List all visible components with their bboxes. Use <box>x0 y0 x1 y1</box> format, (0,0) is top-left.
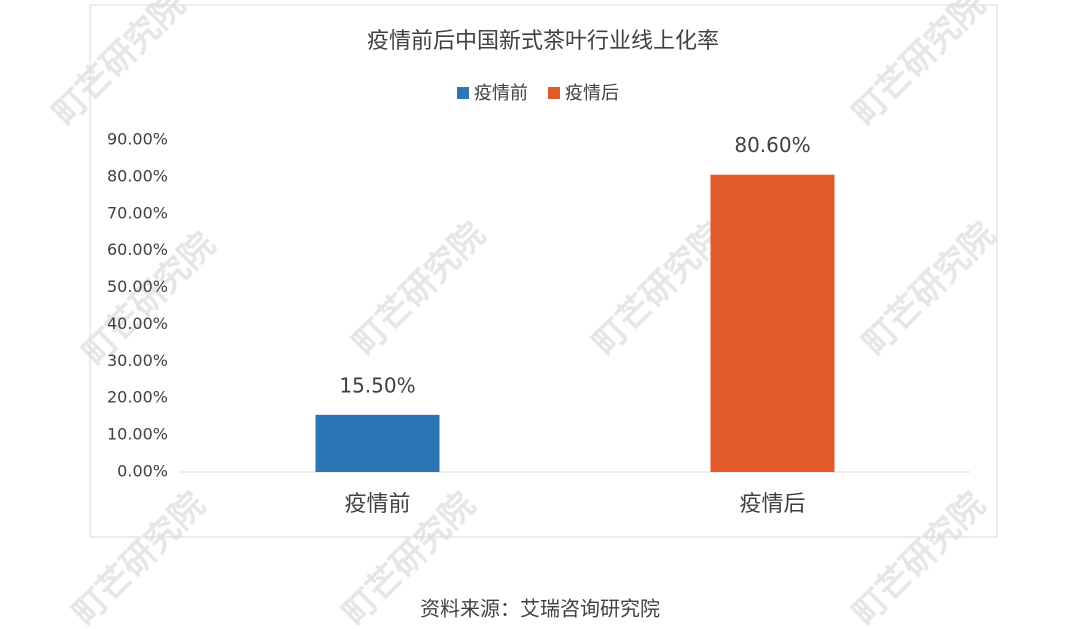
y-tick-label: 70.00% <box>107 203 168 222</box>
watermark: 町芒研究院 <box>845 0 993 133</box>
watermark: 町芒研究院 <box>65 485 213 629</box>
data-label: 15.50% <box>339 373 415 397</box>
x-tick-label: 疫情后 <box>739 492 805 517</box>
data-label: 80.60% <box>734 133 810 157</box>
y-tick-label: 20.00% <box>107 388 168 407</box>
watermark: 町芒研究院 <box>855 215 1003 363</box>
chart-frame <box>89 4 998 538</box>
y-tick-label: 10.00% <box>107 425 168 444</box>
y-tick-label: 0.00% <box>117 462 168 481</box>
y-tick-label: 40.00% <box>107 314 168 333</box>
y-tick-label: 60.00% <box>107 240 168 259</box>
y-tick-label: 90.00% <box>107 130 168 149</box>
legend-swatch <box>457 87 469 99</box>
chart-title: 疫情前后中国新式茶叶行业线上化率 <box>367 29 719 54</box>
watermark: 町芒研究院 <box>45 0 193 133</box>
source: 资料来源：艾瑞咨询研究院 <box>420 597 660 621</box>
bar <box>710 174 835 473</box>
legend-swatch <box>548 87 560 99</box>
legend-label: 疫情后 <box>565 83 619 104</box>
y-tick-label: 30.00% <box>107 351 168 370</box>
x-tick-label: 疫情前 <box>344 492 410 517</box>
watermark: 町芒研究院 <box>845 485 993 629</box>
legend-label: 疫情前 <box>474 83 528 104</box>
bar <box>315 414 440 472</box>
y-tick-label: 50.00% <box>107 277 168 296</box>
watermark: 町芒研究院 <box>345 215 493 363</box>
y-tick-label: 80.00% <box>107 166 168 185</box>
